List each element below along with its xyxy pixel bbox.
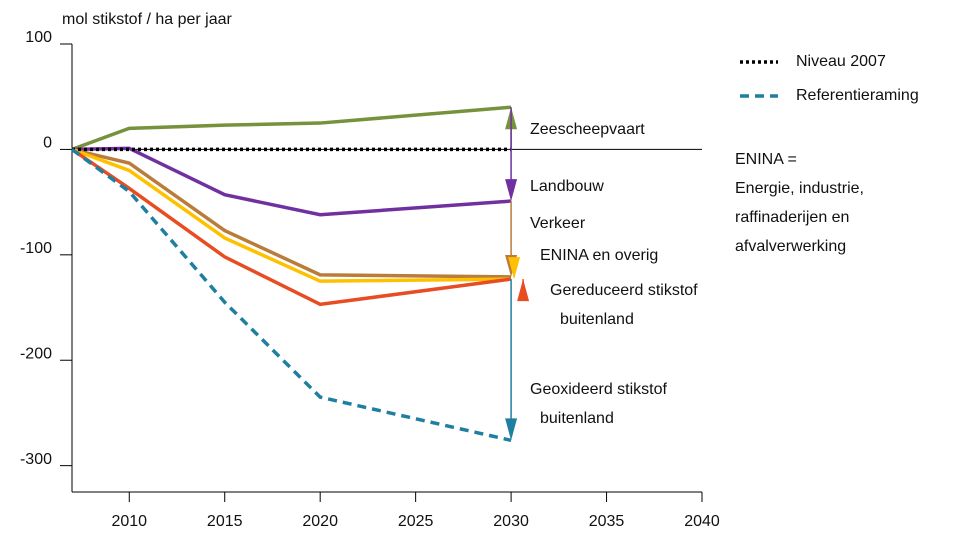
y-tick-label: 0 — [43, 135, 52, 152]
x-tick-label: 2015 — [207, 513, 243, 530]
annotation: Geoxideerd stikstof — [530, 381, 668, 398]
contribution-line — [71, 105, 512, 152]
y-axis-label: mol stikstof / ha per jaar — [62, 11, 233, 28]
x-tick-label: 2040 — [684, 513, 720, 530]
annotation: Gereduceerd stikstof — [550, 282, 698, 299]
arrow-head — [505, 179, 518, 202]
annotation: Energie, industrie, — [735, 180, 864, 197]
contribution-line — [71, 146, 512, 217]
arrow-head — [505, 418, 518, 441]
x-tick-label: 2025 — [398, 513, 434, 530]
series-line — [70, 148, 512, 443]
y-tick-label: 100 — [25, 29, 52, 46]
annotation: ENINA = — [735, 151, 797, 168]
y-tick-label: -300 — [20, 451, 52, 468]
legend-label: Referentieraming — [796, 87, 919, 104]
x-tick-label: 2020 — [302, 513, 338, 530]
legend-label: Niveau 2007 — [796, 53, 886, 70]
annotation: buitenland — [540, 410, 614, 427]
y-tick-label: -200 — [20, 345, 52, 362]
x-tick-label: 2035 — [589, 513, 625, 530]
x-tick-label: 2010 — [111, 513, 147, 530]
annotation: raffinaderijen en — [735, 209, 849, 226]
contribution-line — [71, 147, 512, 279]
annotation: afvalverwerking — [735, 238, 846, 255]
y-tick-label: -100 — [20, 240, 52, 257]
annotation: Verkeer — [530, 215, 586, 232]
annotation: ENINA en overig — [540, 247, 658, 264]
x-tick-label: 2030 — [493, 513, 529, 530]
annotation: buitenland — [560, 311, 634, 328]
arrow-head — [508, 257, 521, 280]
annotation: Zeescheepvaart — [530, 121, 645, 138]
annotation: Landbouw — [530, 178, 604, 195]
arrow-head — [517, 279, 530, 302]
contribution-line — [71, 147, 512, 283]
